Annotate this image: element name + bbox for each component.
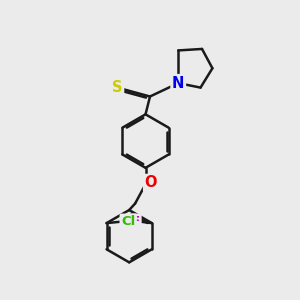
Text: F: F [131,215,140,228]
Text: N: N [172,76,184,91]
Text: S: S [112,80,123,95]
Text: O: O [145,176,157,190]
Text: Cl: Cl [121,215,135,228]
